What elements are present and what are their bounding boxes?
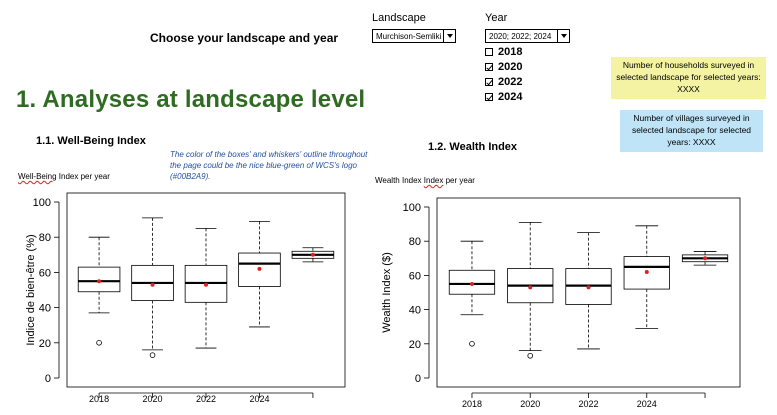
year-option-2018[interactable]: 2018 xyxy=(485,45,522,59)
plot-frame xyxy=(66,192,346,388)
plot-title-part: Index per year xyxy=(56,172,110,181)
checkbox-2024[interactable] xyxy=(485,93,493,101)
y-tick-label: 20 xyxy=(39,338,51,350)
checkbox-2020[interactable] xyxy=(485,63,493,71)
y-tick-label: 60 xyxy=(39,267,51,279)
choose-label: Choose your landscape and year xyxy=(150,31,339,45)
mean-point xyxy=(97,279,102,284)
y-tick-label: 100 xyxy=(403,202,421,214)
mean-point xyxy=(644,269,649,274)
mean-point xyxy=(257,266,262,271)
landscape-label: Landscape xyxy=(372,12,426,24)
mean-point xyxy=(586,285,591,290)
y-tick-label: 0 xyxy=(45,373,51,385)
mean-point xyxy=(310,252,315,257)
checkbox-2022[interactable] xyxy=(485,78,493,86)
year-checkbox-list: 2018 2020 2022 2024 xyxy=(485,45,522,104)
x-tick-label: 2018 xyxy=(462,399,482,409)
x-tick-label: 2024 xyxy=(249,394,269,404)
mean-point xyxy=(528,285,533,290)
y-tick-label: 40 xyxy=(409,305,421,317)
x-tick-label: 2024 xyxy=(637,399,657,409)
plot-frame xyxy=(436,197,741,388)
wealth-plot-title: Wealth Index Index per year xyxy=(375,176,475,185)
year-select[interactable]: 2020; 2022; 2024 xyxy=(485,29,570,43)
plot-title-part: per year xyxy=(443,176,475,185)
wellbeing-boxplot: 0 20 40 60 80 100 Indice de bien-être (%) 2018 2… xyxy=(25,192,346,404)
mean-point xyxy=(703,256,708,261)
y-tick-label: 80 xyxy=(39,232,51,244)
year-option-label: 2020 xyxy=(498,61,523,73)
x-tick-label: 2022 xyxy=(196,394,216,404)
mean-point xyxy=(204,282,208,287)
x-tick-label: 2022 xyxy=(578,399,598,409)
y-tick-label: 0 xyxy=(415,373,421,385)
outlier-point xyxy=(469,341,475,347)
wealth-boxplot: 0 20 40 60 80 100 Wealth Index ($) 2018 2020 2022… xyxy=(381,197,741,409)
plot-title-part: Well-Being xyxy=(18,172,57,181)
x-tick-label: 2020 xyxy=(520,399,540,409)
year-label: Year xyxy=(485,12,508,24)
section-title: 1. Analyses at landscape level xyxy=(16,86,366,113)
wellbeing-plot-title: Well-Being Index per year xyxy=(18,172,110,181)
wellbeing-heading: 1.1. Well-Being Index xyxy=(36,135,146,147)
chevron-down-icon xyxy=(443,30,455,42)
y-tick-label: 20 xyxy=(409,339,421,351)
year-option-2022[interactable]: 2022 xyxy=(485,75,522,89)
y-tick-label: 60 xyxy=(409,270,421,282)
x-tick-label: 2018 xyxy=(89,394,109,404)
wealth-heading: 1.2. Wealth Index xyxy=(428,141,518,153)
y-tick-label: 40 xyxy=(39,303,51,315)
plot-title-part: Index xyxy=(423,176,444,185)
outlier-point xyxy=(527,352,534,359)
y-axis-label: Indice de bien-être (%) xyxy=(25,234,37,345)
year-option-2024[interactable]: 2024 xyxy=(485,90,522,104)
y-tick-label: 80 xyxy=(409,236,421,248)
year-option-label: 2018 xyxy=(498,46,523,58)
year-option-2020[interactable]: 2020 xyxy=(485,60,522,74)
outlier-point xyxy=(96,340,102,346)
box-iqr xyxy=(238,252,281,287)
mean-point xyxy=(150,282,155,287)
chevron-down-icon xyxy=(557,30,569,42)
y-tick-label: 100 xyxy=(33,197,51,209)
villages-info-box: Number of villages surveyed in selected … xyxy=(620,110,763,152)
outlier-point xyxy=(149,352,156,358)
landscape-select-value: Murchison-Semliki xyxy=(376,32,442,41)
year-option-label: 2024 xyxy=(498,91,523,103)
y-axis-label: Wealth Index ($) xyxy=(381,252,393,333)
mean-point xyxy=(469,281,474,286)
plot-title-part: Wealth Index xyxy=(375,176,424,185)
households-info-box: Number of households surveyed in selecte… xyxy=(611,57,766,99)
x-tick-label: 2020 xyxy=(143,394,163,404)
year-option-label: 2022 xyxy=(498,76,523,88)
checkbox-2018[interactable] xyxy=(485,48,493,56)
year-select-value: 2020; 2022; 2024 xyxy=(489,32,552,41)
design-note: The color of the boxes' and whiskers' ou… xyxy=(170,150,368,181)
landscape-select[interactable]: Murchison-Semliki xyxy=(372,29,456,43)
